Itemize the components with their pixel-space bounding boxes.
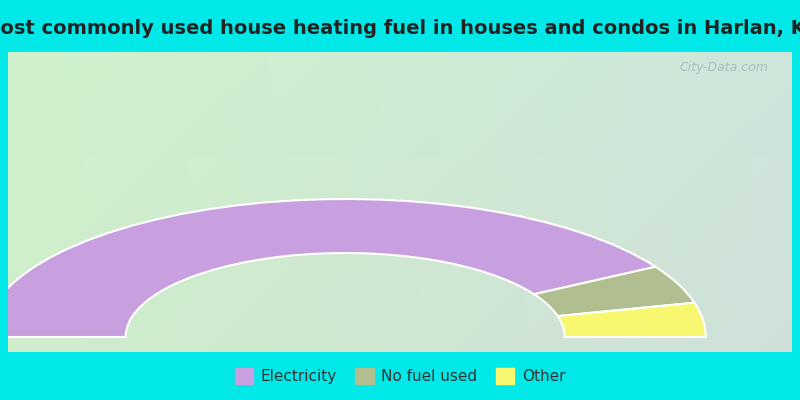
Wedge shape [558, 303, 706, 337]
Wedge shape [534, 267, 694, 316]
Legend: Electricity, No fuel used, Other: Electricity, No fuel used, Other [227, 360, 573, 392]
Text: Most commonly used house heating fuel in houses and condos in Harlan, KY: Most commonly used house heating fuel in… [0, 19, 800, 38]
Text: City-Data.com: City-Data.com [680, 61, 769, 74]
Wedge shape [0, 199, 655, 337]
